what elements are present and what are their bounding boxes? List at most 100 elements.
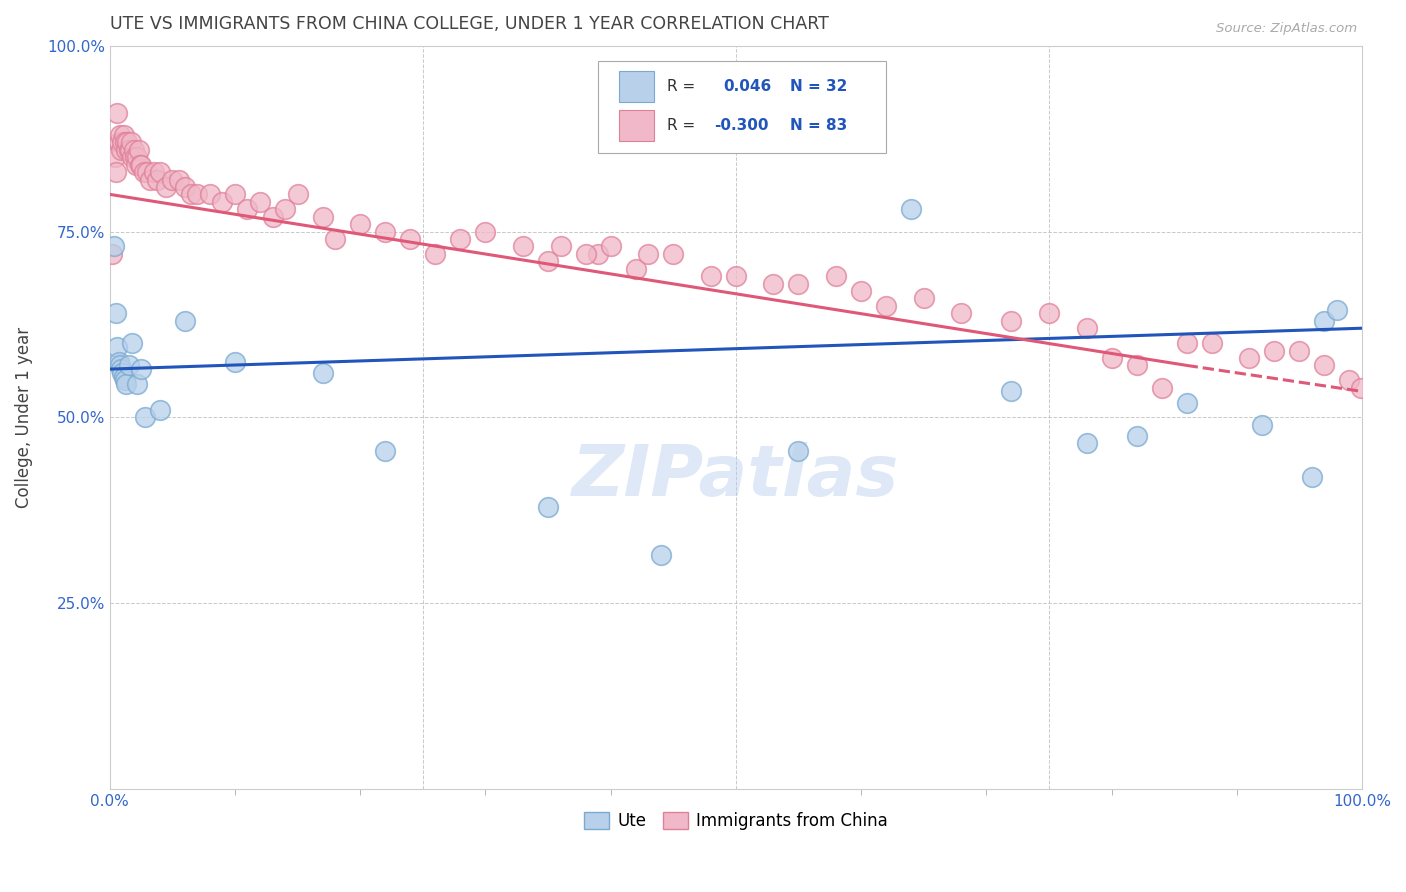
Point	[149, 403, 172, 417]
Point	[104, 150, 127, 164]
Point	[149, 165, 172, 179]
Point	[121, 336, 143, 351]
Point	[136, 165, 159, 179]
Point	[950, 306, 973, 320]
Point	[311, 210, 333, 224]
Point	[586, 247, 609, 261]
Point	[1175, 395, 1198, 409]
Point	[236, 202, 259, 217]
Point	[134, 410, 156, 425]
FancyBboxPatch shape	[598, 61, 886, 153]
Point	[900, 202, 922, 217]
Point	[1313, 359, 1336, 373]
Point	[249, 194, 271, 209]
Point	[1125, 429, 1147, 443]
Point	[110, 362, 132, 376]
Point	[575, 247, 598, 261]
Point	[173, 314, 195, 328]
Point	[1175, 336, 1198, 351]
Point	[112, 128, 135, 142]
Point	[162, 172, 184, 186]
Point	[186, 187, 208, 202]
Point	[108, 128, 131, 142]
Text: UTE VS IMMIGRANTS FROM CHINA COLLEGE, UNDER 1 YEAR CORRELATION CHART: UTE VS IMMIGRANTS FROM CHINA COLLEGE, UN…	[110, 15, 828, 33]
Point	[180, 187, 202, 202]
Point	[129, 362, 152, 376]
Text: 0.046: 0.046	[723, 79, 772, 94]
Point	[105, 105, 128, 120]
Point	[762, 277, 785, 291]
Point	[875, 299, 897, 313]
Text: R =: R =	[666, 79, 695, 94]
Point	[107, 136, 129, 150]
Point	[142, 165, 165, 179]
Point	[1339, 373, 1361, 387]
Point	[110, 143, 132, 157]
Point	[114, 136, 136, 150]
Point	[912, 292, 935, 306]
Text: -0.300: -0.300	[714, 118, 769, 133]
Y-axis label: College, Under 1 year: College, Under 1 year	[15, 326, 32, 508]
Point	[1000, 314, 1022, 328]
Point	[274, 202, 297, 217]
Legend: Ute, Immigrants from China: Ute, Immigrants from China	[578, 805, 894, 837]
Point	[101, 247, 124, 261]
Text: R =: R =	[666, 118, 695, 133]
Point	[537, 254, 560, 268]
Text: N = 83: N = 83	[790, 118, 846, 133]
Point	[374, 225, 396, 239]
Point	[474, 225, 496, 239]
Point	[599, 239, 621, 253]
Point	[155, 180, 177, 194]
Point	[114, 373, 136, 387]
Point	[1250, 417, 1272, 432]
Point	[1000, 384, 1022, 399]
Point	[115, 376, 138, 391]
Point	[167, 172, 190, 186]
Text: ZIPatlas: ZIPatlas	[572, 442, 900, 511]
Point	[512, 239, 534, 253]
Point	[787, 443, 810, 458]
Point	[115, 143, 138, 157]
Point	[129, 158, 152, 172]
Point	[425, 247, 447, 261]
Point	[1076, 321, 1098, 335]
Point	[118, 143, 141, 157]
Point	[132, 165, 155, 179]
Point	[1125, 359, 1147, 373]
Point	[107, 354, 129, 368]
Point	[124, 150, 146, 164]
Point	[111, 366, 134, 380]
Point	[262, 210, 284, 224]
Point	[117, 136, 139, 150]
Point	[1263, 343, 1285, 358]
Bar	[620, 110, 654, 141]
Point	[1076, 436, 1098, 450]
Point	[173, 180, 195, 194]
Point	[128, 143, 150, 157]
Bar	[620, 71, 654, 103]
Point	[1288, 343, 1310, 358]
Point	[146, 172, 169, 186]
Point	[117, 359, 139, 373]
Point	[121, 150, 143, 164]
Point	[1150, 381, 1173, 395]
Point	[287, 187, 309, 202]
Text: Source: ZipAtlas.com: Source: ZipAtlas.com	[1216, 22, 1357, 36]
Point	[105, 340, 128, 354]
Point	[198, 187, 221, 202]
Point	[103, 239, 125, 253]
Point	[724, 269, 747, 284]
Point	[825, 269, 848, 284]
Point	[1201, 336, 1223, 351]
Point	[662, 247, 685, 261]
Point	[211, 194, 233, 209]
Point	[139, 172, 162, 186]
Point	[125, 158, 148, 172]
Point	[117, 143, 139, 157]
Point	[700, 269, 723, 284]
Point	[112, 369, 135, 384]
Point	[449, 232, 471, 246]
Point	[787, 277, 810, 291]
Point	[111, 136, 134, 150]
